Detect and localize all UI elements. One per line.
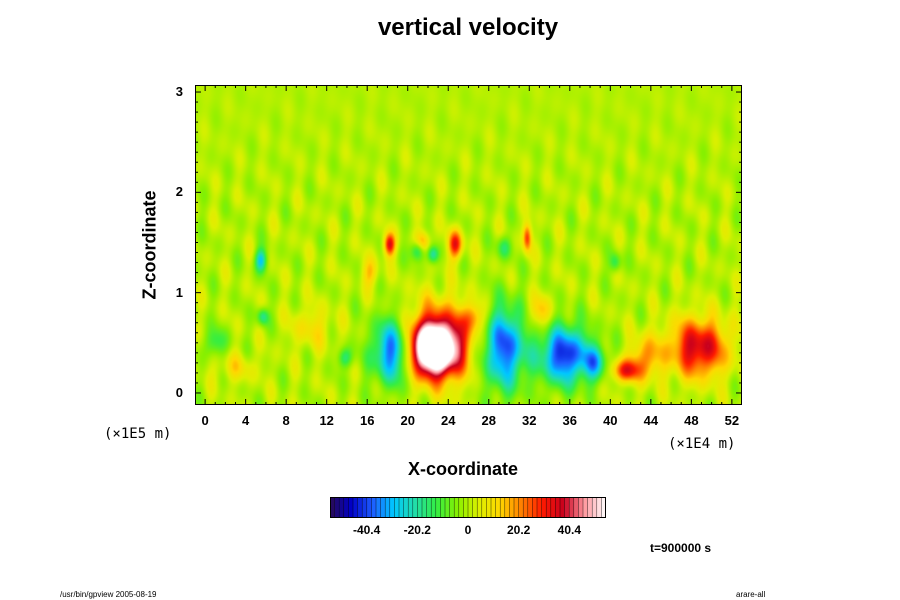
colorbar-cell [504, 497, 510, 518]
colorbar-cell [339, 497, 344, 518]
colorbar-cell [426, 497, 432, 518]
x-tick-label: 0 [201, 413, 209, 428]
colorbar-cell [468, 497, 473, 518]
colorbar-cell [376, 497, 381, 518]
colorbar-cell [343, 497, 349, 518]
colorbar-cell [472, 497, 478, 518]
colorbar-cell [449, 497, 455, 518]
colorbar-cell [537, 497, 542, 518]
colorbar-cell [532, 497, 538, 518]
colorbar-cell [569, 497, 574, 518]
colorbar-frame [330, 497, 606, 518]
footer-file: arare-all [736, 590, 766, 599]
x-tick-label: 32 [522, 413, 537, 428]
colorbar-cell [491, 497, 496, 518]
x-tick-label: 40 [603, 413, 618, 428]
colorbar-cell [527, 497, 533, 518]
x-tick-label: 52 [724, 413, 740, 428]
colorbar-cell [422, 497, 427, 518]
heatmap-field [195, 85, 742, 405]
colorbar-cell [454, 497, 459, 518]
x-axis-unit: (×1E4 m) [668, 436, 736, 452]
colorbar-cell [389, 497, 395, 518]
colorbar-cell [509, 497, 515, 518]
heatmap-plot [195, 85, 742, 405]
colorbar-cell [385, 497, 390, 518]
colorbar-cell [408, 497, 413, 518]
colorbar-cell [445, 497, 450, 518]
y-axis-label: Z-coordinate [139, 190, 160, 300]
colorbar-cell [380, 497, 386, 518]
colorbar-cell [523, 497, 528, 518]
colorbar-cell [412, 497, 418, 518]
colorbar-cell [330, 497, 335, 518]
plot-frame [195, 85, 742, 405]
x-tick-label: 28 [481, 413, 496, 428]
colorbar-cell [417, 497, 423, 518]
x-tick-label: 36 [562, 413, 578, 428]
x-tick-label: 12 [319, 413, 334, 428]
colorbar-cell [541, 497, 547, 518]
colorbar-cell [486, 497, 492, 518]
x-tick-label: 8 [282, 413, 290, 428]
time-label: t=900000 s [650, 541, 712, 555]
colorbar-cell [518, 497, 524, 518]
colorbar-cell [573, 497, 579, 518]
colorbar-cell [348, 497, 354, 518]
x-tick-label: 16 [359, 413, 375, 428]
colorbar-cell [500, 497, 505, 518]
colorbar-cell [334, 497, 340, 518]
x-tick-label: 48 [684, 413, 699, 428]
x-tick-label: 4 [242, 413, 250, 428]
colorbar-cell [403, 497, 409, 518]
colorbar-tick-label: -20.2 [403, 523, 431, 537]
colorbar-cell [357, 497, 363, 518]
colorbar-cell [583, 497, 588, 518]
colorbar-cells [330, 497, 606, 518]
colorbar-cell [394, 497, 400, 518]
colorbar-tick-label: 40.4 [557, 523, 582, 537]
y-tick-label: 3 [175, 84, 183, 100]
y-tick-label: 2 [175, 184, 183, 200]
colorbar-cell [362, 497, 367, 518]
colorbar-cell [587, 497, 593, 518]
x-axis-label: X-coordinate [408, 459, 519, 479]
y-tick-label: 1 [175, 284, 183, 300]
chart-title: vertical velocity [377, 14, 559, 41]
colorbar-cell [431, 497, 436, 518]
colorbar [330, 497, 606, 518]
colorbar-cell [596, 497, 602, 518]
colorbar-cell [353, 497, 358, 518]
colorbar-cell [550, 497, 556, 518]
colorbar-cell [463, 497, 469, 518]
colorbar-cell [371, 497, 377, 518]
colorbar-cell [601, 497, 606, 518]
footer-command: /usr/bin/gpview 2005-08-19 [60, 590, 157, 599]
colorbar-tick-label: 0 [464, 523, 472, 537]
colorbar-cell [399, 497, 404, 518]
colorbar-cell [555, 497, 561, 518]
colorbar-cell [564, 497, 570, 518]
x-tick-label: 20 [400, 413, 415, 428]
x-tick-label: 44 [643, 413, 659, 428]
colorbar-cell [495, 497, 501, 518]
y-axis-unit: (×1E5 m) [104, 426, 172, 442]
colorbar-cell [440, 497, 446, 518]
colorbar-tick-label: -40.4 [352, 523, 381, 537]
colorbar-cell [592, 497, 597, 518]
colorbar-cell [477, 497, 482, 518]
colorbar-cell [514, 497, 519, 518]
colorbar-cell [560, 497, 565, 518]
y-tick-label: 0 [175, 384, 183, 400]
colorbar-cell [546, 497, 551, 518]
colorbar-cell [458, 497, 464, 518]
colorbar-cell [578, 497, 584, 518]
colorbar-cell [366, 497, 372, 518]
x-tick-label: 24 [441, 413, 456, 428]
colorbar-tick-label: 20.2 [506, 523, 531, 537]
colorbar-cell [481, 497, 487, 518]
colorbar-cell [435, 497, 441, 518]
